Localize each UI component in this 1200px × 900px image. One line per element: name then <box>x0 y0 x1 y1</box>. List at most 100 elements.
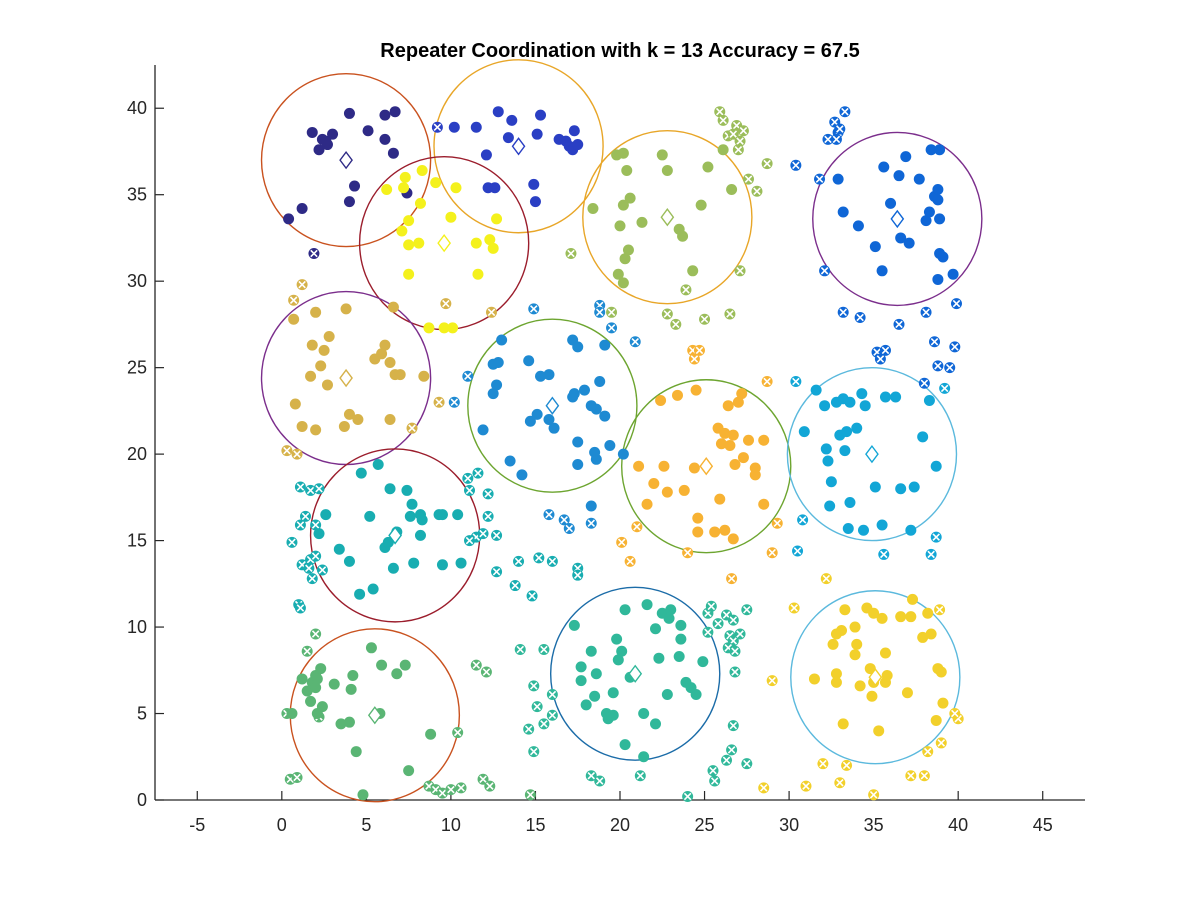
covered-point <box>717 144 729 156</box>
covered-point <box>895 483 907 495</box>
covered-point <box>876 519 888 531</box>
covered-point <box>839 445 851 457</box>
covered-point <box>355 467 367 479</box>
uncovered-point <box>932 360 944 372</box>
coverage-ring <box>582 130 753 305</box>
covered-point <box>315 663 327 675</box>
uncovered-point <box>705 600 717 612</box>
covered-point <box>318 344 330 356</box>
covered-point <box>878 161 890 173</box>
uncovered-point <box>714 106 726 118</box>
uncovered-point <box>874 353 886 365</box>
covered-point <box>450 182 462 194</box>
uncovered-point <box>925 548 937 560</box>
covered-point <box>310 424 322 436</box>
uncovered-point <box>702 626 714 638</box>
uncovered-point-cross <box>736 267 744 275</box>
uncovered-point <box>448 396 460 408</box>
covered-point <box>820 443 832 455</box>
uncovered-point <box>670 318 682 330</box>
uncovered-point <box>308 248 320 260</box>
repeater-center-marker <box>367 706 382 725</box>
covered-point <box>876 612 888 624</box>
uncovered-point-cross <box>492 531 501 540</box>
y-tick-label: 0 <box>137 790 147 810</box>
covered-point <box>917 431 929 443</box>
covered-point <box>447 322 459 334</box>
covered-point <box>404 510 416 522</box>
covered-point <box>903 237 915 249</box>
uncovered-point-cross <box>732 121 741 130</box>
covered-point <box>399 171 411 183</box>
covered-point <box>323 331 335 343</box>
covered-point <box>408 557 420 569</box>
covered-point <box>362 125 374 137</box>
repeater-center-marker <box>628 664 643 683</box>
covered-point <box>719 524 731 536</box>
covered-point <box>724 439 736 451</box>
covered-point <box>692 526 704 538</box>
uncovered-point-cross <box>528 592 536 600</box>
uncovered-point <box>922 746 934 758</box>
uncovered-point <box>464 484 476 496</box>
covered-point <box>398 182 410 194</box>
covered-point <box>523 355 535 367</box>
uncovered-point <box>523 723 535 735</box>
covered-point <box>830 676 842 688</box>
uncovered-point-cross <box>479 775 487 784</box>
uncovered-point-cross <box>841 107 849 116</box>
covered-point <box>687 265 699 277</box>
uncovered-point <box>726 744 738 756</box>
uncovered-point <box>734 265 746 277</box>
covered-point <box>585 400 597 412</box>
uncovered-point-cross <box>529 682 538 690</box>
uncovered-point-cross <box>907 772 915 780</box>
covered-point <box>868 607 880 619</box>
repeater-center-marker <box>890 209 905 229</box>
covered-point <box>692 512 704 524</box>
covered-point <box>289 398 301 410</box>
covered-point <box>604 439 616 451</box>
covered-point <box>932 273 944 285</box>
covered-point <box>661 689 673 701</box>
y-tick-label: 30 <box>127 271 147 291</box>
covered-point <box>619 253 631 265</box>
covered-point <box>430 177 442 189</box>
uncovered-point-cross <box>729 637 738 645</box>
uncovered-point-cross <box>842 761 851 770</box>
data-points <box>281 106 964 803</box>
uncovered-point-cross <box>836 778 844 787</box>
covered-point <box>881 669 893 681</box>
covered-point <box>384 356 396 368</box>
x-tick-label: 40 <box>948 815 968 835</box>
covered-point <box>859 400 871 412</box>
covered-point <box>343 408 355 420</box>
covered-point <box>321 379 333 391</box>
covered-point <box>612 268 624 280</box>
uncovered-point <box>834 777 846 789</box>
covered-point <box>932 194 944 206</box>
uncovered-point-cross <box>545 510 553 519</box>
covered-point <box>852 220 864 232</box>
covered-point <box>599 410 611 422</box>
uncovered-point-cross <box>318 566 327 574</box>
uncovered-point <box>543 509 555 521</box>
uncovered-point-cross <box>920 379 929 387</box>
covered-point <box>335 718 347 730</box>
uncovered-point <box>491 566 503 578</box>
covered-point <box>349 180 361 192</box>
uncovered-point <box>546 555 558 567</box>
uncovered-point <box>524 789 536 801</box>
uncovered-point-cross <box>734 145 743 154</box>
covered-point <box>616 645 628 657</box>
uncovered-point <box>316 564 328 576</box>
covered-point <box>849 621 861 633</box>
covered-point <box>423 322 435 334</box>
covered-point <box>617 199 629 211</box>
uncovered-point-cross <box>408 424 416 432</box>
uncovered-point-cross <box>626 557 634 566</box>
covered-point <box>895 232 907 244</box>
uncovered-point <box>470 659 482 671</box>
covered-point <box>885 197 897 209</box>
uncovered-point <box>616 536 628 548</box>
